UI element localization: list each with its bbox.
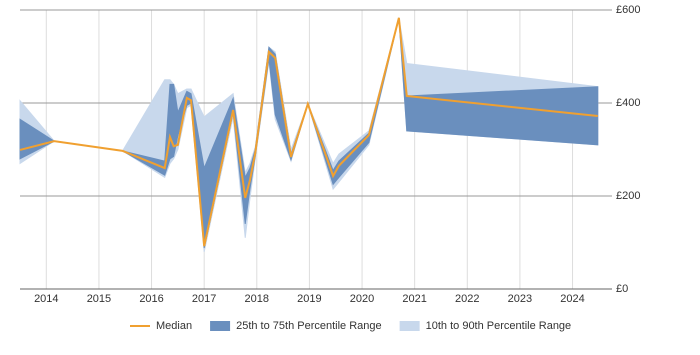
legend-swatch — [399, 321, 420, 331]
x-tick-label: 2017 — [192, 293, 216, 305]
x-tick-label: 2018 — [245, 293, 269, 305]
legend-swatch — [210, 321, 231, 331]
y-tick-label: £400 — [616, 97, 640, 109]
y-tick-label: £200 — [616, 190, 640, 202]
x-tick-label: 2015 — [87, 293, 111, 305]
median-line — [19, 17, 598, 247]
x-tick-label: 2014 — [34, 293, 58, 305]
x-tick-label: 2020 — [350, 293, 374, 305]
x-tick-label: 2019 — [297, 293, 321, 305]
legend-label: Median — [156, 320, 192, 332]
x-tick-label: 2021 — [402, 293, 426, 305]
y-tick-label: £600 — [616, 4, 640, 16]
x-tick-label: 2022 — [455, 293, 479, 305]
y-tick-label: £0 — [616, 283, 628, 295]
x-tick-label: 2023 — [508, 293, 532, 305]
legend-label: 25th to 75th Percentile Range — [236, 320, 382, 332]
x-tick-label: 2016 — [139, 293, 163, 305]
x-tick-label: 2024 — [560, 293, 584, 305]
percentile-band — [19, 17, 599, 249]
legend-label: 10th to 90th Percentile Range — [426, 320, 572, 332]
